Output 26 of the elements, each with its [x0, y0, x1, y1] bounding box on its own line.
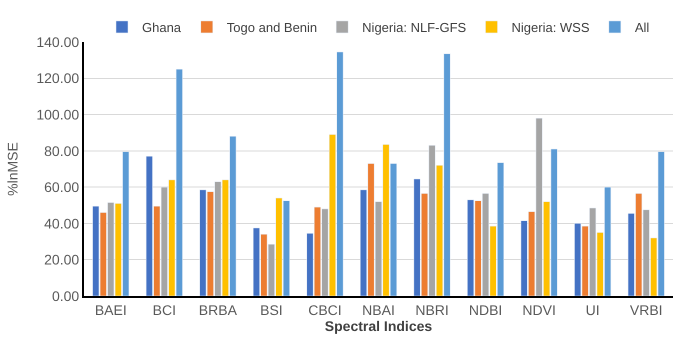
y-tick-label: 0.00: [52, 288, 80, 304]
x-tick-label: BSI: [260, 302, 283, 318]
y-tick-label: 40.00: [44, 215, 80, 232]
x-tick-label: NDVI: [522, 302, 556, 318]
y-tick-label: 80.00: [44, 142, 80, 159]
legend-label: Ghana: [142, 20, 182, 36]
y-tick-label: 120.00: [36, 70, 80, 86]
y-tick-label: 60.00: [44, 179, 80, 196]
x-tick-label: UI: [586, 302, 600, 318]
x-axis-title: Spectral Indices: [324, 318, 432, 334]
y-tick-label: 140.00: [36, 34, 80, 50]
x-tick-label: BRBA: [198, 302, 238, 318]
x-tick-label: VRBI: [630, 302, 663, 318]
legend-label: Nigeria: NLF-GFS: [362, 20, 467, 36]
y-tick-label: 100.00: [36, 106, 80, 122]
x-tick-label: NBRI: [415, 302, 449, 318]
x-tick-label: BCI: [152, 302, 176, 318]
x-tick-label: NBAI: [362, 302, 395, 318]
legend-label: Nigeria: WSS: [512, 20, 590, 36]
x-tick-label: NDBI: [468, 302, 502, 318]
legend-label: All: [634, 20, 650, 36]
x-tick-label: BAEI: [94, 302, 127, 318]
y-axis-title: %lnMSE: [4, 142, 20, 196]
x-tick-label: CBCI: [308, 302, 342, 318]
legend-label: Togo and Benin: [226, 20, 318, 36]
y-tick-label: 20.00: [44, 252, 80, 268]
